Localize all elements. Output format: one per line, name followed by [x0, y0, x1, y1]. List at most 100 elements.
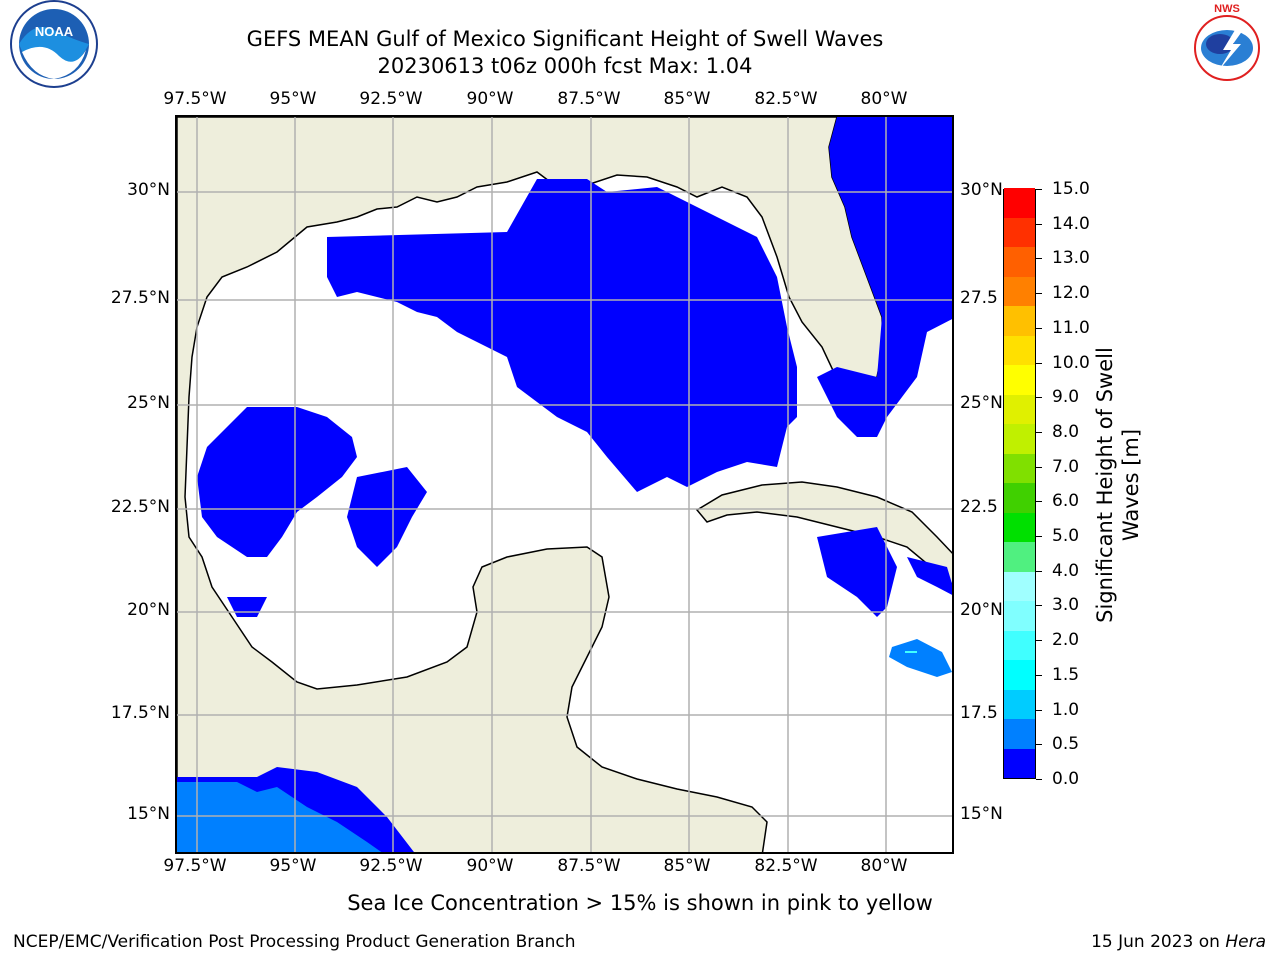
- colorbar-tick: [1036, 674, 1042, 676]
- host-name: Hera: [1225, 932, 1266, 952]
- colorbar-segment: [1004, 718, 1035, 749]
- lat-label-right: 15°N: [960, 804, 1003, 824]
- colorbar-tick: [1036, 536, 1042, 538]
- colorbar-tick-label: 7.0: [1052, 456, 1080, 477]
- lon-label-top: 90°W: [466, 89, 514, 109]
- colorbar-segment: [1004, 630, 1035, 660]
- colorbar-segment: [1004, 305, 1035, 336]
- lat-label-right: 17.5: [960, 703, 998, 723]
- lon-label-bottom: 95°W: [269, 856, 317, 876]
- lon-label-bottom: 80°W: [860, 856, 908, 876]
- lat-label-right: 22.5: [960, 497, 998, 517]
- colorbar-tick: [1036, 431, 1042, 433]
- colorbar-segment: [1004, 541, 1035, 572]
- colorbar-tick-label: 15.0: [1052, 179, 1090, 199]
- lon-label-bottom: 92.5°W: [359, 856, 423, 876]
- colorbar-segment: [1004, 246, 1035, 277]
- colorbar-tick-label: 12.0: [1052, 283, 1090, 304]
- nws-logo: NWS: [1182, 3, 1272, 93]
- colorbar-tick: [1036, 605, 1042, 607]
- colorbar-segment: [1004, 571, 1035, 601]
- colorbar-tick-label: 14.0: [1052, 213, 1090, 234]
- lon-label-bottom: 85°W: [663, 856, 711, 876]
- colorbar-segment: [1004, 748, 1035, 778]
- colorbar-segment: [1004, 187, 1035, 218]
- colorbar-tick-label: 9.0: [1052, 387, 1080, 408]
- lon-label-top: 97.5°W: [163, 89, 227, 109]
- lon-label-bottom: 90°W: [466, 856, 514, 876]
- colorbar-segment: [1004, 482, 1035, 513]
- colorbar-tick-label: 11.0: [1052, 317, 1090, 338]
- map-svg: [177, 117, 952, 852]
- chart-subtitle: 20230613 t06z 000h fcst Max: 1.04: [377, 54, 753, 78]
- colorbar-tick: [1036, 293, 1042, 295]
- colorbar-segment: [1004, 335, 1035, 365]
- colorbar-tick: [1036, 327, 1042, 329]
- colorbar-segment: [1004, 217, 1035, 247]
- colorbar-segment: [1004, 453, 1035, 483]
- map-panel: [175, 115, 954, 854]
- colorbar-segment: [1004, 600, 1035, 631]
- land-cuba: [695, 481, 952, 585]
- lat-label-right: 30°N: [960, 180, 1003, 200]
- lon-label-top: 82.5°W: [754, 89, 818, 109]
- colorbar-tick-label: 3.0: [1052, 595, 1080, 616]
- colorbar-segment: [1004, 689, 1035, 719]
- colorbar-tick: [1036, 501, 1042, 503]
- colorbar-tick: [1036, 570, 1042, 572]
- colorbar-segment: [1004, 364, 1035, 395]
- chart-title: GEFS MEAN Gulf of Mexico Significant Hei…: [246, 27, 884, 51]
- lon-label-top: 92.5°W: [359, 89, 423, 109]
- colorbar: [1003, 187, 1036, 779]
- colorbar-tick: [1036, 223, 1042, 225]
- colorbar-tick-label: 13.0: [1052, 248, 1090, 269]
- lat-label-right: 20°N: [960, 600, 1003, 620]
- lon-label-top: 80°W: [860, 89, 908, 109]
- colorbar-segment: [1004, 423, 1035, 454]
- lon-label-bottom: 87.5°W: [557, 856, 621, 876]
- colorbar-segment: [1004, 394, 1035, 424]
- lon-label-top: 95°W: [269, 89, 317, 109]
- colorbar-tick-label: 2.0: [1052, 630, 1080, 651]
- colorbar-tick-label: 4.0: [1052, 560, 1080, 581]
- lat-label-left: 15°N: [127, 804, 170, 824]
- colorbar-tick-label: 8.0: [1052, 421, 1080, 442]
- colorbar-tick: [1036, 640, 1042, 642]
- lat-label-right: 25°N: [960, 393, 1003, 413]
- colorbar-tick-label: 1.5: [1052, 664, 1080, 685]
- colorbar-tick-label: 0.5: [1052, 734, 1080, 755]
- colorbar-segment: [1004, 276, 1035, 306]
- lat-label-left: 25°N: [127, 393, 170, 413]
- lat-label-left: 22.5°N: [110, 497, 170, 517]
- colorbar-title: Significant Height of Swell Waves [m]: [1093, 347, 1143, 623]
- sea-ice-note: Sea Ice Concentration > 15% is shown in …: [347, 891, 933, 915]
- noaa-logo-text: NOAA: [35, 24, 74, 39]
- colorbar-tick-label: 6.0: [1052, 491, 1080, 512]
- colorbar-tick-label: 1.0: [1052, 699, 1080, 720]
- lon-label-bottom: 82.5°W: [754, 856, 818, 876]
- date-text: 15 Jun 2023 on Hera: [1091, 932, 1266, 952]
- noaa-logo: NOAA: [10, 0, 98, 88]
- lon-label-top: 87.5°W: [557, 89, 621, 109]
- colorbar-tick: [1036, 466, 1042, 468]
- colorbar-tick: [1036, 362, 1042, 364]
- lat-label-right: 27.5: [960, 288, 998, 308]
- lat-label-left: 20°N: [127, 600, 170, 620]
- lon-label-top: 85°W: [663, 89, 711, 109]
- colorbar-tick: [1036, 779, 1042, 780]
- lat-label-left: 27.5°N: [110, 288, 170, 308]
- lat-label-left: 30°N: [127, 180, 170, 200]
- colorbar-segment: [1004, 512, 1035, 542]
- credit-text: NCEP/EMC/Verification Post Processing Pr…: [13, 932, 576, 952]
- colorbar-tick: [1036, 189, 1042, 190]
- colorbar-tick: [1036, 709, 1042, 711]
- colorbar-tick: [1036, 744, 1042, 746]
- colorbar-tick-label: 0.0: [1052, 769, 1080, 789]
- graticule: [177, 117, 952, 852]
- nws-logo-text: NWS: [1214, 3, 1240, 15]
- lat-label-left: 17.5°N: [110, 703, 170, 723]
- colorbar-tick-label: 10.0: [1052, 352, 1090, 373]
- date-label: 15 Jun 2023 on: [1091, 932, 1226, 952]
- colorbar-segment: [1004, 659, 1035, 690]
- colorbar-tick-label: 5.0: [1052, 526, 1080, 547]
